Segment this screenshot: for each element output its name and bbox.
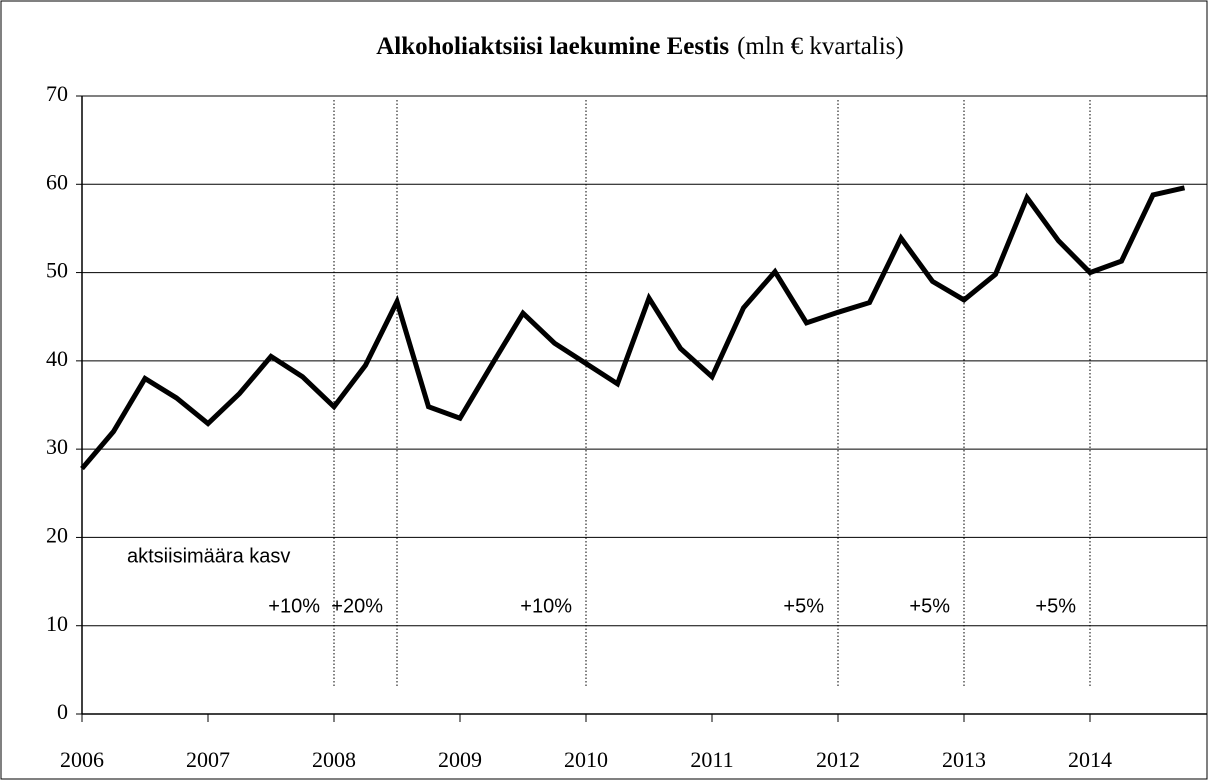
data-line — [80, 185, 1186, 471]
chart-subtitle: (mln € kvartalis) — [737, 33, 904, 60]
annotation-label: +5% — [909, 595, 950, 617]
x-tick-label: 2009 — [438, 747, 482, 772]
annotation-label: +5% — [1035, 595, 1076, 617]
x-tick-label: 2014 — [1068, 747, 1112, 772]
y-tick-label: 40 — [46, 346, 68, 371]
y-tick-label: 20 — [46, 522, 68, 547]
y-tick-label: 70 — [46, 81, 68, 106]
y-tick-label: 60 — [46, 169, 68, 194]
annotation-label: +20% — [331, 595, 383, 617]
annotation-title: aktsiisimäära kasv — [127, 545, 290, 567]
x-tick-label: 2010 — [564, 747, 608, 772]
y-tick-label: 10 — [46, 611, 68, 636]
x-tick-label: 2013 — [942, 747, 986, 772]
x-tick-label: 2006 — [60, 747, 104, 772]
x-tick-label: 2011 — [690, 747, 733, 772]
y-tick-label: 30 — [46, 434, 68, 459]
x-tick-label: 2007 — [186, 747, 230, 772]
y-tick-label: 50 — [46, 258, 68, 283]
annotation-label: +10% — [520, 595, 572, 617]
annotation-label: +10% — [268, 595, 320, 617]
annotation-label: +5% — [783, 595, 824, 617]
y-tick-label: 0 — [57, 699, 68, 724]
chart-title: Alkoholiaktsiisi laekumine Eestis — [376, 33, 729, 60]
x-tick-label: 2008 — [312, 747, 356, 772]
chart-title-group: Alkoholiaktsiisi laekumine Eestis (mln € … — [376, 33, 904, 60]
x-tick-label: 2012 — [816, 747, 860, 772]
